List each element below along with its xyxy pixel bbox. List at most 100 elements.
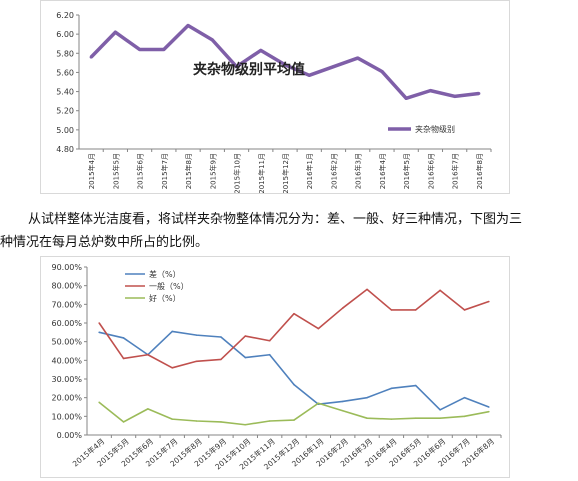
data-point — [171, 330, 174, 333]
data-point — [162, 47, 166, 51]
data-point — [220, 358, 222, 361]
data-point — [307, 73, 311, 77]
data-point — [366, 396, 368, 399]
data-point — [463, 396, 466, 399]
y-tick-label: 50.00% — [51, 338, 82, 347]
data-point — [235, 65, 239, 69]
data-point — [317, 327, 320, 330]
data-point — [439, 417, 441, 419]
data-point — [98, 322, 100, 324]
x-tick-label: 2015年4月 — [87, 153, 96, 189]
data-point — [414, 309, 417, 311]
data-point — [414, 384, 417, 387]
y-tick-label: 5.00 — [56, 126, 74, 135]
data-point — [186, 24, 190, 28]
data-point — [341, 400, 344, 403]
data-point — [404, 96, 408, 100]
data-point — [147, 353, 149, 356]
data-point — [488, 406, 490, 408]
data-point — [220, 336, 222, 338]
y-tick-label: 5.20 — [56, 107, 74, 116]
data-point — [171, 418, 174, 420]
data-point — [122, 337, 125, 339]
y-tick-label: 4.80 — [56, 145, 74, 154]
x-tick-label: 2016年1月 — [305, 153, 314, 189]
x-tick-label: 2015年10月 — [233, 153, 242, 193]
y-tick-label: 40.00% — [51, 356, 82, 365]
data-point — [195, 334, 198, 336]
x-tick-label: 2016年4月 — [378, 153, 387, 189]
data-point — [268, 339, 271, 342]
x-tick-label: 2016年8月 — [475, 153, 484, 189]
x-tick-label: 2015年7月 — [160, 153, 169, 189]
legend-label-3: 好（%） — [149, 293, 181, 303]
data-point — [293, 419, 295, 421]
x-tick-label: 2016年5月 — [402, 153, 411, 189]
data-point — [439, 289, 441, 292]
data-point — [259, 48, 263, 52]
data-point — [390, 418, 393, 420]
paragraph-line-2: 种情况在每月总炉数中所占的比例。 — [0, 235, 209, 250]
x-tick-label: 2016年2月 — [329, 153, 338, 189]
data-point — [293, 312, 295, 315]
data-point — [195, 360, 198, 363]
y-tick-label: 6.00 — [56, 30, 74, 39]
data-point — [341, 307, 344, 309]
x-tick-label: 2015年12月 — [281, 153, 290, 193]
paragraph-line-1: 从试样整体光洁度看，将试样夹杂物整体情况分为：差、一般、好三种情况，下图为三 — [28, 212, 523, 227]
y-tick-label: 5.40 — [56, 88, 74, 97]
data-point — [366, 288, 368, 291]
data-point — [98, 401, 100, 404]
data-point — [89, 55, 93, 59]
series-line-3 — [98, 401, 489, 426]
data-point — [283, 63, 287, 67]
y-tick-label: 30.00% — [51, 375, 82, 384]
data-point — [210, 38, 214, 42]
legend-label-2: 一般（%） — [149, 281, 189, 291]
data-point — [293, 383, 295, 386]
series-line-1 — [98, 330, 490, 411]
data-point — [122, 357, 125, 360]
x-tick-label: 2015年6月 — [136, 153, 145, 189]
x-tick-label: 2015年5月 — [111, 153, 120, 189]
average-inclusion-chart: 4.80 5.00 5.20 5.40 5.60 5.80 6.00 6.20 2015年4月 2… — [40, 0, 510, 194]
legend-label: 夹杂物级别 — [415, 124, 455, 134]
x-tick-label: 2016年6月 — [426, 153, 435, 189]
y-tick-label: 10.00% — [51, 412, 82, 421]
x-tick-label: 2016年3月 — [354, 153, 363, 189]
x-tick-label: 2015年8月 — [184, 153, 193, 189]
description-paragraph: 从试样整体光洁度看，将试样夹杂物整体情况分为：差、一般、好三种情况，下图为三 种… — [0, 208, 578, 254]
data-point — [453, 94, 457, 98]
data-point — [268, 420, 271, 422]
data-point — [317, 402, 320, 405]
y-tick-label: 0.00% — [57, 431, 83, 440]
data-point — [477, 91, 481, 95]
y-tick-label: 90.00% — [51, 263, 82, 272]
chart1-svg: 4.80 5.00 5.20 5.40 5.60 5.80 6.00 6.20 2015年4月 2… — [56, 11, 492, 194]
y-tick-label: 6.20 — [56, 11, 74, 20]
data-point — [122, 421, 125, 423]
quality-ratio-chart: 0.00% 10.00% 20.00% 30.00% 40.00% 50.00% 60.00… — [40, 256, 510, 478]
data-point — [220, 421, 222, 423]
data-point — [138, 47, 142, 51]
data-point — [171, 367, 174, 369]
y-tick-label: 80.00% — [51, 282, 82, 291]
y-tick-label: 5.80 — [56, 49, 74, 58]
data-point — [244, 335, 247, 337]
data-point — [244, 423, 247, 426]
data-point — [366, 417, 368, 419]
data-point — [356, 56, 360, 60]
data-point — [463, 415, 466, 418]
data-point — [463, 309, 466, 311]
x-tick-label: 2016年7月 — [451, 153, 460, 189]
legend-label-1: 差（%） — [149, 269, 181, 279]
data-point — [331, 65, 335, 69]
data-point — [341, 409, 344, 412]
data-point — [268, 353, 271, 356]
x-tick-label: 2015年9月 — [208, 153, 217, 189]
data-point — [488, 300, 490, 303]
data-point — [390, 309, 393, 311]
chart2-svg: 0.00% 10.00% 20.00% 30.00% 40.00% 50.00% 60.00… — [51, 263, 502, 472]
data-point — [113, 30, 117, 34]
data-point — [488, 410, 490, 413]
